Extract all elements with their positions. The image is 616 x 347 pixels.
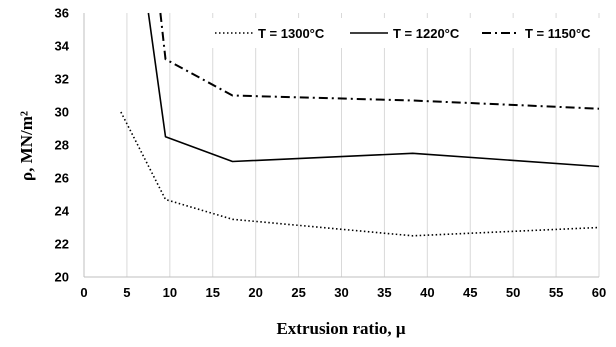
x-tick-label: 35: [377, 285, 391, 300]
y-tick-labels: 20 22 24 26 28 30 32 34 36: [55, 6, 70, 285]
x-tick-label: 15: [206, 285, 220, 300]
x-tick-labels: 0 5 10 15 20 25 30 35 40 45 50 55 60: [80, 285, 606, 300]
y-tick-label: 22: [55, 237, 69, 252]
y-tick-label: 24: [55, 204, 70, 219]
y-tick-label: 36: [55, 6, 69, 21]
legend: T = 1300°C T = 1220°C T = 1150°C: [203, 18, 601, 48]
x-axis-title: Extrusion ratio, μ: [276, 319, 405, 338]
y-tick-label: 30: [55, 105, 69, 120]
x-tick-label: 5: [123, 285, 130, 300]
x-tick-label: 30: [334, 285, 348, 300]
y-tick-label: 20: [55, 270, 69, 285]
series-line-1220: [147, 12, 600, 168]
legend-background: [203, 18, 601, 48]
x-tick-label: 50: [506, 285, 520, 300]
x-tick-label: 55: [549, 285, 563, 300]
y-axis-title: ρ, MN/m²: [17, 111, 36, 181]
x-tick-label: 45: [463, 285, 477, 300]
y-tick-label: 26: [55, 171, 69, 186]
legend-label-1300: T = 1300°C: [258, 26, 325, 41]
x-tick-label: 0: [80, 285, 87, 300]
legend-label-1220: T = 1220°C: [393, 26, 460, 41]
y-tick-label: 28: [55, 138, 69, 153]
x-tick-label: 25: [291, 285, 305, 300]
x-tick-label: 20: [248, 285, 262, 300]
series-line-1150: [159, 12, 600, 110]
x-tick-label: 10: [163, 285, 177, 300]
axes: [83, 13, 599, 278]
x-tick-label: 40: [420, 285, 434, 300]
x-tick-label: 60: [592, 285, 606, 300]
y-tick-label: 32: [55, 72, 69, 87]
legend-label-1150: T = 1150°C: [525, 26, 591, 41]
series-line-1300: [120, 111, 600, 237]
y-tick-label: 34: [55, 39, 70, 54]
grid-lines: [126, 13, 600, 277]
series-lines: [120, 12, 600, 237]
